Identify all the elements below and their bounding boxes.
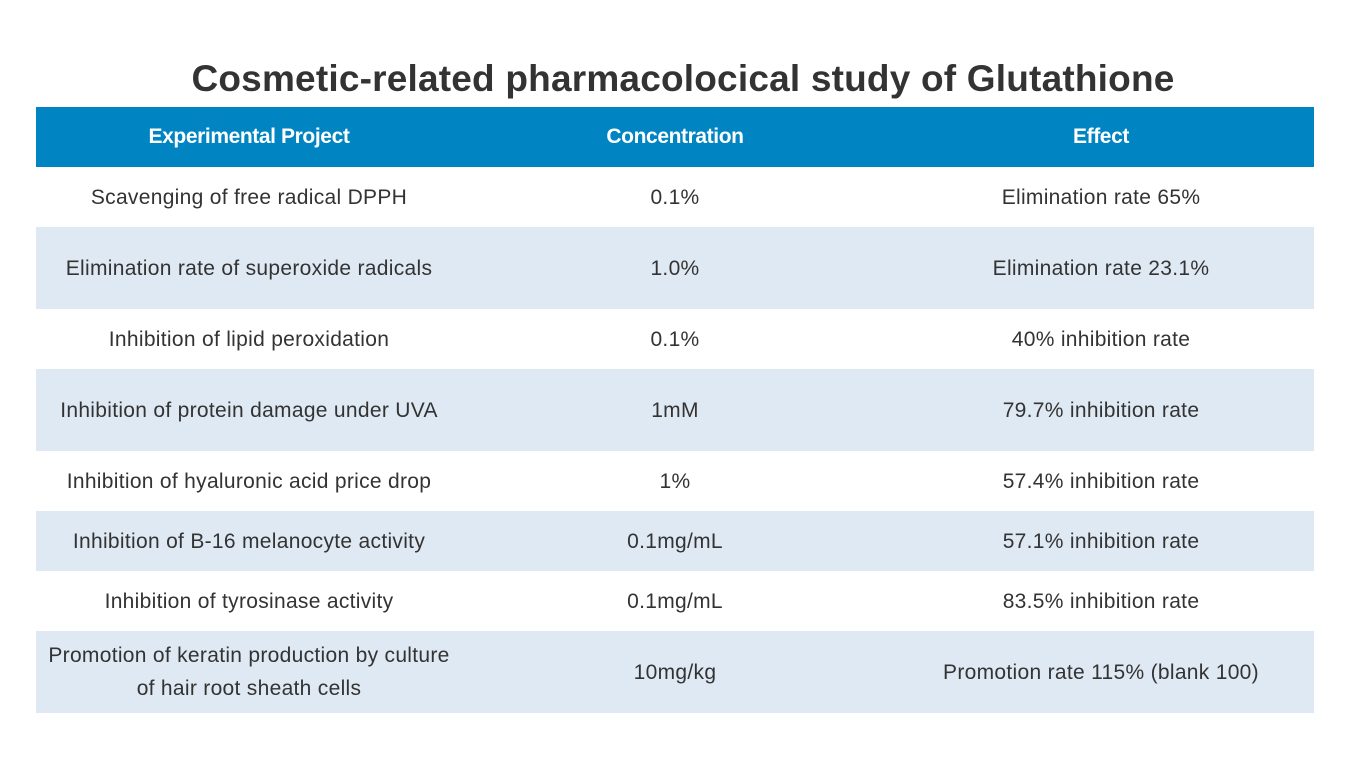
concentration-cell: 0.1%: [462, 309, 888, 369]
experimental-project-cell: Elimination rate of superoxide radicals: [36, 227, 462, 309]
concentration-cell: 1%: [462, 451, 888, 511]
experimental-project-cell: Inhibition of lipid peroxidation: [36, 309, 462, 369]
table-row: Inhibition of lipid peroxidation 0.1% 40…: [36, 309, 1314, 369]
table-row: Promotion of keratin production by cultu…: [36, 631, 1314, 713]
study-table: Experimental Project Concentration Effec…: [36, 107, 1314, 713]
effect-cell: 83.5% inhibition rate: [888, 571, 1314, 631]
table-row: Inhibition of protein damage under UVA 1…: [36, 369, 1314, 451]
column-header-concentration: Concentration: [462, 107, 888, 167]
table-row: Inhibition of B-16 melanocyte activity 0…: [36, 511, 1314, 571]
concentration-cell: 0.1mg/mL: [462, 511, 888, 571]
table-row: Inhibition of tyrosinase activity 0.1mg/…: [36, 571, 1314, 631]
effect-cell: Elimination rate 23.1%: [888, 227, 1314, 309]
experimental-project-cell: Inhibition of hyaluronic acid price drop: [36, 451, 462, 511]
effect-cell: 79.7% inhibition rate: [888, 369, 1314, 451]
experimental-project-cell: Scavenging of free radical DPPH: [36, 167, 462, 227]
effect-cell: 57.4% inhibition rate: [888, 451, 1314, 511]
column-header-experimental-project: Experimental Project: [36, 107, 462, 167]
table-row: Scavenging of free radical DPPH 0.1% Eli…: [36, 167, 1314, 227]
concentration-cell: 10mg/kg: [462, 631, 888, 713]
concentration-cell: 0.1mg/mL: [462, 571, 888, 631]
concentration-cell: 1mM: [462, 369, 888, 451]
table-row: Elimination rate of superoxide radicals …: [36, 227, 1314, 309]
experimental-project-cell: Promotion of keratin production by cultu…: [36, 631, 462, 713]
table-header-row: Experimental Project Concentration Effec…: [36, 107, 1314, 167]
effect-cell: Elimination rate 65%: [888, 167, 1314, 227]
column-header-effect: Effect: [888, 107, 1314, 167]
experimental-project-cell: Inhibition of protein damage under UVA: [36, 369, 462, 451]
page-title: Cosmetic-related pharmacolocical study o…: [191, 57, 1175, 99]
table-row: Inhibition of hyaluronic acid price drop…: [36, 451, 1314, 511]
experimental-project-cell: Inhibition of B-16 melanocyte activity: [36, 511, 462, 571]
experimental-project-cell: Inhibition of tyrosinase activity: [36, 571, 462, 631]
concentration-cell: 0.1%: [462, 167, 888, 227]
effect-cell: Promotion rate 115% (blank 100): [888, 631, 1314, 713]
effect-cell: 40% inhibition rate: [888, 309, 1314, 369]
effect-cell: 57.1% inhibition rate: [888, 511, 1314, 571]
concentration-cell: 1.0%: [462, 227, 888, 309]
